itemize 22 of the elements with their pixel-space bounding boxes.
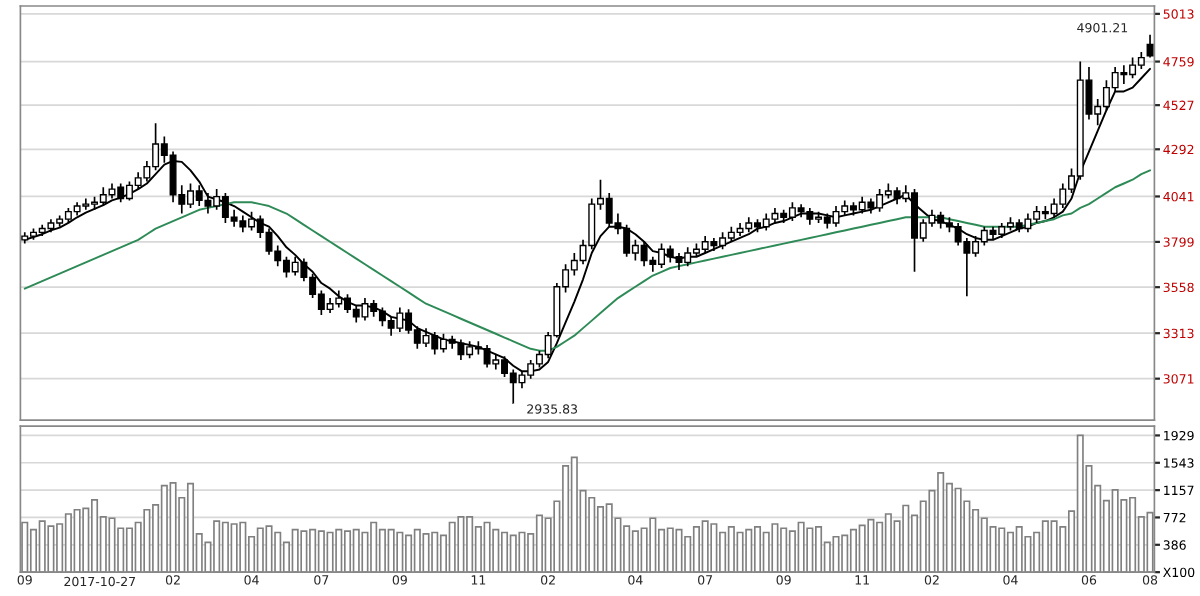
candlestick [640,240,648,267]
candlestick [1024,212,1032,234]
candlestick [387,316,395,337]
candlestick [431,331,439,356]
candlestick [291,255,299,277]
candlestick [396,306,404,333]
candlestick [361,297,369,322]
candlestick [169,150,177,204]
candlestick [1059,182,1067,209]
candlestick [204,192,212,215]
candlestick [422,327,430,348]
candlestick [457,338,465,361]
candlestick [954,222,962,247]
candlestick [832,205,840,228]
line-series [23,169,1152,352]
candlestick [195,184,203,207]
candlestick [117,182,125,204]
candlestick [605,192,613,228]
candlestick [684,246,692,267]
candlestick [99,186,107,207]
candlestick [1146,34,1154,59]
candlestick [1120,64,1128,85]
